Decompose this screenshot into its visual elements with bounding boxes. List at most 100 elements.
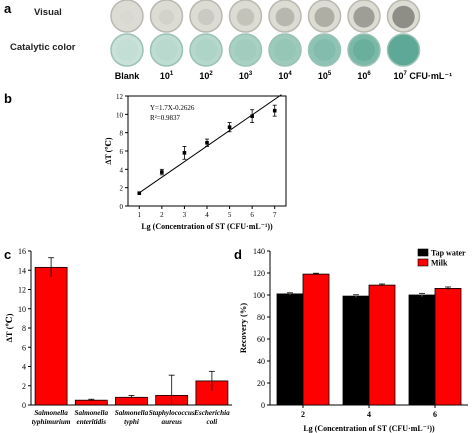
concentration-exponent: 5 xyxy=(327,71,332,77)
concentration-label: 104 xyxy=(265,71,305,81)
catalytic-center xyxy=(234,39,257,61)
legend-label: Milk xyxy=(431,259,448,268)
concentration-exponent: 1 xyxy=(169,71,174,77)
catalytic-center xyxy=(195,39,217,61)
data-point xyxy=(182,151,187,155)
y-tick-label: 6 xyxy=(120,148,124,156)
visual-spot xyxy=(197,8,215,26)
panel-b-letter: b xyxy=(4,91,12,106)
catalytic-center xyxy=(392,39,415,61)
category-label-line2: typhimurium xyxy=(32,418,71,426)
visual-spot xyxy=(236,8,255,26)
bar xyxy=(408,294,436,406)
concentration-exponent: 2 xyxy=(209,71,213,77)
fit-r2: R²=0.9837 xyxy=(150,114,180,122)
bar xyxy=(34,266,68,406)
x-tick-label: 5 xyxy=(228,211,232,219)
visual-row-label: Visual xyxy=(34,7,62,18)
data-point xyxy=(272,108,277,113)
y-axis-label: ΔT (℃) xyxy=(104,137,113,164)
x-tick-label: 2 xyxy=(301,410,305,419)
panel-c-letter: c xyxy=(4,247,12,262)
category-label-line2: typhi xyxy=(124,418,139,426)
visual-spot xyxy=(314,7,335,27)
x-tick-label: 6 xyxy=(250,211,254,219)
concentration-label: 105 xyxy=(305,71,345,81)
bar xyxy=(434,288,462,406)
specificity-chart: 0246810121416SalmonellatyphimuriumSalmon… xyxy=(4,247,232,426)
y-tick-label: 8 xyxy=(120,130,124,138)
y-tick-label: 8 xyxy=(22,324,26,333)
category-label-line1: Salmonella xyxy=(34,409,68,417)
plot-frame xyxy=(127,95,287,207)
concentration-label: 101 xyxy=(147,71,187,81)
x-tick-label: 4 xyxy=(205,211,209,219)
y-tick-label: 40 xyxy=(257,357,265,366)
category-label-line1: Staphylococcus xyxy=(149,409,195,417)
y-tick-label: 10 xyxy=(116,111,124,119)
data-point xyxy=(160,170,164,174)
concentration-label: 102 xyxy=(186,71,226,81)
concentration-base: 10 xyxy=(357,71,368,81)
concentration-label: Blank xyxy=(107,71,147,81)
x-tick-label: 7 xyxy=(273,211,277,219)
catalytic-center xyxy=(155,39,178,61)
category-label-line2: enteritidis xyxy=(77,418,107,426)
y-tick-label: 60 xyxy=(257,335,265,344)
x-tick-label: 2 xyxy=(160,211,164,219)
y-tick-label: 2 xyxy=(22,382,26,391)
x-tick-label: 4 xyxy=(367,410,371,419)
concentration-exponent: 6 xyxy=(367,71,371,77)
legend-label: Tap water xyxy=(431,249,466,258)
y-tick-label: 2 xyxy=(120,185,124,193)
concentration-label: 106 xyxy=(344,71,384,81)
catalytic-center xyxy=(353,39,375,61)
y-tick-label: 10 xyxy=(18,305,26,314)
catalytic-center xyxy=(116,39,138,61)
category-label-line1: Escherichia xyxy=(193,409,230,417)
category-label-line2: coli xyxy=(207,418,218,426)
catalytic-center xyxy=(313,39,336,61)
visual-spot xyxy=(392,5,415,29)
concentration-base: 10 xyxy=(278,71,289,81)
data-point xyxy=(137,191,142,195)
concentration-base: 10 xyxy=(199,71,210,81)
visual-spot xyxy=(158,9,175,25)
y-tick-label: 14 xyxy=(18,266,26,275)
bar xyxy=(342,295,370,406)
y-tick-label: 6 xyxy=(22,343,26,352)
x-axis-label: Lg (Concentration of ST (CFU·mL⁻¹)) xyxy=(141,222,273,231)
concentration-label: 107 CFU·mL⁻¹ xyxy=(394,71,453,82)
bar xyxy=(276,293,304,406)
concentration-exponent: 7 xyxy=(403,71,407,77)
sample-plates xyxy=(110,0,421,67)
category-label-line1: Salmonella xyxy=(115,409,149,417)
visual-spot xyxy=(120,10,134,24)
y-tick-label: 20 xyxy=(257,379,265,388)
bar xyxy=(368,284,396,406)
x-tick-label: 3 xyxy=(183,211,187,219)
legend-swatch xyxy=(417,248,429,257)
concentration-exponent: 4 xyxy=(288,71,292,77)
visual-spot xyxy=(275,7,295,27)
y-tick-label: 12 xyxy=(18,286,26,295)
visual-spot xyxy=(353,6,375,28)
y-tick-label: 4 xyxy=(22,363,26,372)
concentration-base: 10 xyxy=(159,71,170,81)
y-tick-label: 140 xyxy=(253,247,265,256)
concentration-base: 10 xyxy=(317,71,328,81)
fit-line xyxy=(139,94,282,194)
concentration-exponent: 3 xyxy=(248,71,253,77)
concentration-label: 103 xyxy=(226,71,266,81)
y-axis-label: Recovery (%) xyxy=(238,303,248,353)
y-tick-label: 120 xyxy=(253,269,265,278)
concentration-base: Blank xyxy=(114,71,140,81)
data-point xyxy=(205,140,209,145)
panel-a-letter: a xyxy=(4,1,12,16)
x-tick-label: 6 xyxy=(433,410,437,419)
y-tick-label: 0 xyxy=(261,401,265,410)
data-point xyxy=(227,125,232,129)
y-tick-label: 0 xyxy=(120,203,124,211)
